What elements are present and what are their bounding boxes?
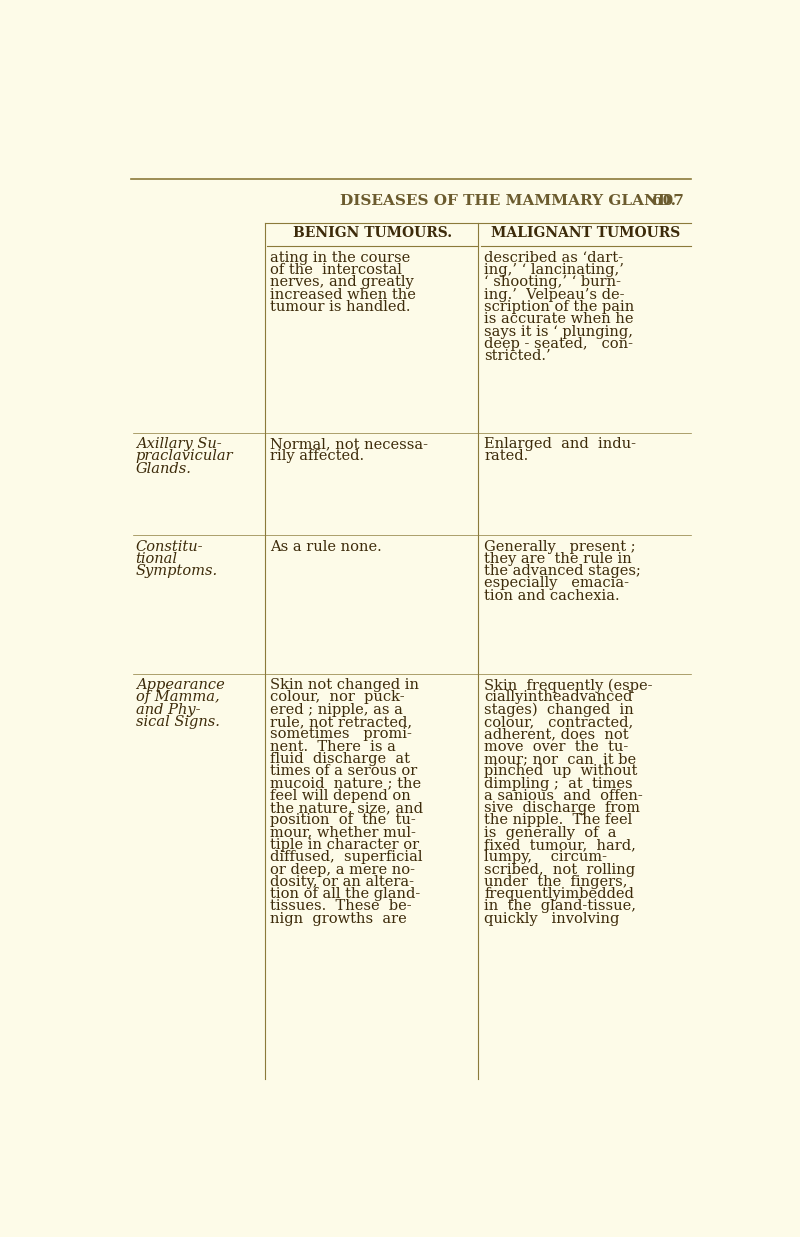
Text: rule, not retracted,: rule, not retracted, <box>270 715 412 729</box>
Text: lumpy,    circum-: lumpy, circum- <box>485 850 607 865</box>
Text: ‘ shooting,’ ‘ burn-: ‘ shooting,’ ‘ burn- <box>485 276 622 289</box>
Text: Glands.: Glands. <box>136 461 191 476</box>
Text: scribed,  not  rolling: scribed, not rolling <box>485 862 635 877</box>
Text: Skin  frequently (espe-: Skin frequently (espe- <box>485 678 653 693</box>
Text: Generally   present ;: Generally present ; <box>485 539 636 554</box>
Text: adherent, does  not: adherent, does not <box>485 727 629 741</box>
Text: under  the  fingers,: under the fingers, <box>485 875 628 889</box>
Text: Skin not changed in: Skin not changed in <box>270 678 418 693</box>
Text: in  the  gland-tissue,: in the gland-tissue, <box>485 899 637 913</box>
Text: is  generally  of  a: is generally of a <box>485 825 617 840</box>
Text: tion and cachexia.: tion and cachexia. <box>485 589 620 602</box>
Text: a sanious  and  offen-: a sanious and offen- <box>485 789 643 803</box>
Text: move  over  the  tu-: move over the tu- <box>485 740 629 753</box>
Text: Constitu-: Constitu- <box>136 539 203 554</box>
Text: or deep, a mere no-: or deep, a mere no- <box>270 862 414 877</box>
Text: tiple in character or: tiple in character or <box>270 837 419 852</box>
Text: stricted.’: stricted.’ <box>485 349 551 364</box>
Text: pinched  up  without: pinched up without <box>485 764 638 778</box>
Text: tion of all the gland-: tion of all the gland- <box>270 887 420 901</box>
Text: increased when the: increased when the <box>270 288 416 302</box>
Text: scription of the pain: scription of the pain <box>485 301 634 314</box>
Text: times of a serous or: times of a serous or <box>270 764 417 778</box>
Text: fixed  tumour,  hard,: fixed tumour, hard, <box>485 837 636 852</box>
Text: mucoid  nature ; the: mucoid nature ; the <box>270 777 421 790</box>
Text: ating in the course: ating in the course <box>270 251 410 265</box>
Text: quickly   involving: quickly involving <box>485 912 620 925</box>
Text: Appearance: Appearance <box>136 678 224 693</box>
Text: rily affected.: rily affected. <box>270 449 364 464</box>
Text: Symptoms.: Symptoms. <box>136 564 218 578</box>
Text: of Mamma,: of Mamma, <box>136 690 219 705</box>
Text: feel will depend on: feel will depend on <box>270 789 410 803</box>
Text: ciallyintheadvanced: ciallyintheadvanced <box>485 690 633 705</box>
Text: mour; nor  can  it be: mour; nor can it be <box>485 752 637 766</box>
Text: rated.: rated. <box>485 449 529 464</box>
Text: nerves, and greatly: nerves, and greatly <box>270 276 414 289</box>
Text: MALIGNANT TUMOURS: MALIGNANT TUMOURS <box>491 226 681 240</box>
Text: nign  growths  are: nign growths are <box>270 912 406 925</box>
Text: the nipple.  The feel: the nipple. The feel <box>485 814 633 828</box>
Text: Enlarged  and  indu-: Enlarged and indu- <box>485 437 637 452</box>
Text: of the  intercostal: of the intercostal <box>270 263 402 277</box>
Text: the nature, size, and: the nature, size, and <box>270 802 422 815</box>
Text: and Phy-: and Phy- <box>136 703 200 716</box>
Text: deep - seated,   con-: deep - seated, con- <box>485 336 634 351</box>
Text: colour,   contracted,: colour, contracted, <box>485 715 634 729</box>
Text: Axillary Su-: Axillary Su- <box>136 437 222 452</box>
Text: especially   emacia-: especially emacia- <box>485 576 630 590</box>
Text: fluid  discharge  at: fluid discharge at <box>270 752 410 766</box>
Text: sometimes   promi-: sometimes promi- <box>270 727 412 741</box>
Text: mour, whether mul-: mour, whether mul- <box>270 825 416 840</box>
Text: tional: tional <box>136 552 178 565</box>
Text: 607: 607 <box>652 194 684 208</box>
Text: sical Signs.: sical Signs. <box>136 715 219 729</box>
Text: position  of  the  tu-: position of the tu- <box>270 814 415 828</box>
Text: Normal, not necessa-: Normal, not necessa- <box>270 437 428 452</box>
Text: As a rule none.: As a rule none. <box>270 539 382 554</box>
Text: DISEASES OF THE MAMMARY GLAND.: DISEASES OF THE MAMMARY GLAND. <box>340 194 676 208</box>
Text: diffused,  superficial: diffused, superficial <box>270 850 422 865</box>
Text: BENIGN TUMOURS.: BENIGN TUMOURS. <box>293 226 452 240</box>
Text: sive  discharge  from: sive discharge from <box>485 802 641 815</box>
Text: praclavicular: praclavicular <box>136 449 234 464</box>
Text: ered ; nipple, as a: ered ; nipple, as a <box>270 703 402 716</box>
Text: the advanced stages;: the advanced stages; <box>485 564 642 578</box>
Text: is accurate when he: is accurate when he <box>485 312 634 327</box>
Text: stages)  changed  in: stages) changed in <box>485 703 634 717</box>
Text: they are  the rule in: they are the rule in <box>485 552 632 565</box>
Text: ing,’ ‘ lancinating,’: ing,’ ‘ lancinating,’ <box>485 263 624 277</box>
Text: says it is ‘ plunging,: says it is ‘ plunging, <box>485 324 634 339</box>
Text: nent.  There  is a: nent. There is a <box>270 740 396 753</box>
Text: ing.’  Velpeau’s de-: ing.’ Velpeau’s de- <box>485 288 625 302</box>
Text: dosity, or an altera-: dosity, or an altera- <box>270 875 414 889</box>
Text: tissues.  These  be-: tissues. These be- <box>270 899 411 913</box>
Text: described as ‘dart-: described as ‘dart- <box>485 251 623 265</box>
Text: frequentlyimbedded: frequentlyimbedded <box>485 887 634 901</box>
Text: tumour is handled.: tumour is handled. <box>270 301 410 314</box>
Text: dimpling ;  at  times: dimpling ; at times <box>485 777 633 790</box>
Text: colour,  nor  puck-: colour, nor puck- <box>270 690 404 705</box>
